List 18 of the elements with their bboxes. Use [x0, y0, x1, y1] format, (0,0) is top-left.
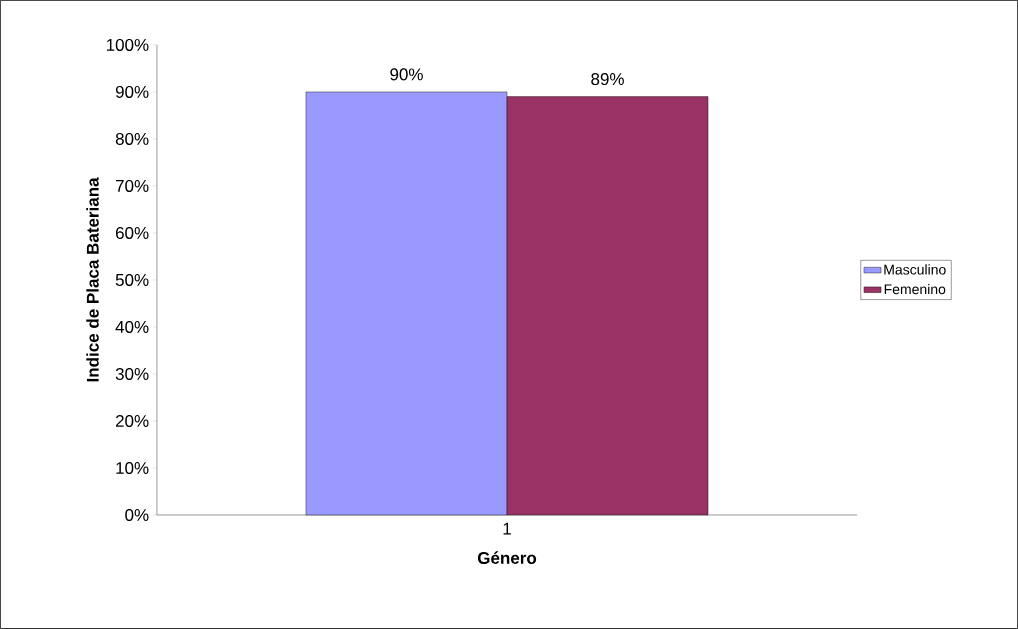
data-label: 89% — [591, 73, 624, 86]
data-label: 90% — [390, 68, 423, 81]
y-tick-label: 60% — [115, 226, 149, 240]
legend-label: Masculino — [884, 264, 946, 275]
y-tick-label: 10% — [116, 462, 149, 475]
y-tick-label: 40% — [115, 320, 149, 334]
y-tick-label: 50% — [115, 273, 149, 287]
y-tick-label: 70% — [115, 179, 149, 193]
y-tick-label: 100% — [106, 38, 149, 51]
y-tick-label: 20% — [115, 415, 149, 428]
y-tick-label: 80% — [115, 132, 149, 145]
x-axis-title: Género — [477, 551, 537, 565]
legend-label: Femenino — [884, 284, 946, 295]
y-tick-label: 90% — [115, 85, 149, 98]
y-tick-label: 30% — [115, 367, 149, 381]
y-axis-title: Indice de Placa Bateriana — [86, 177, 99, 382]
y-tick-label: 0% — [125, 509, 149, 522]
x-tick-label: 1 — [503, 522, 511, 535]
